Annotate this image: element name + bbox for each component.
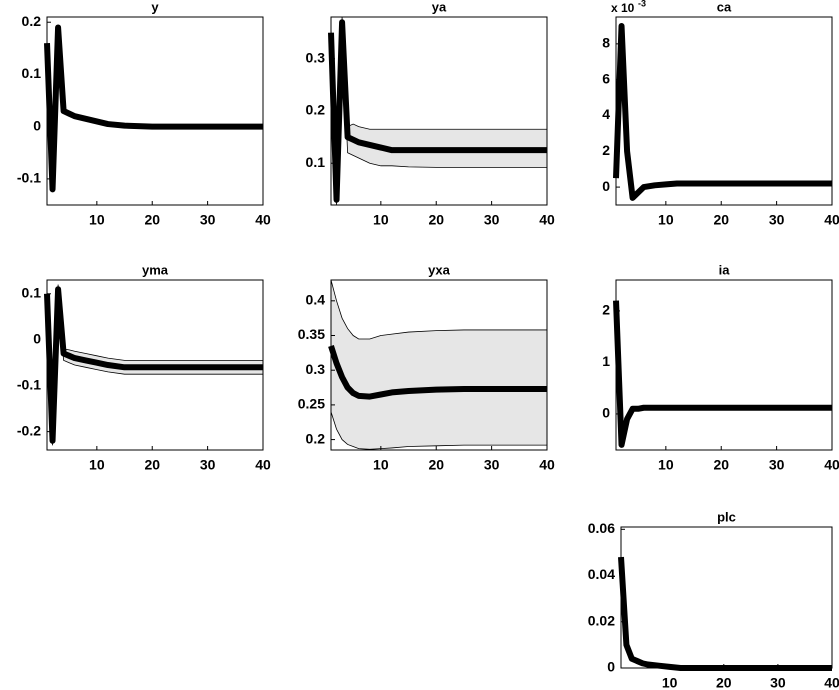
x-tick-label: 10 (658, 457, 674, 473)
plot-frame (330, 279, 548, 451)
panel-title: ya (432, 0, 447, 14)
panel: ca x 10 -3 10 20 30 40 0 2 4 6 8 (602, 0, 839, 228)
response-line (44, 24, 263, 193)
panel-title: y (151, 0, 159, 14)
y-tick-label: 0.1 (306, 154, 326, 170)
band-edge (330, 279, 547, 340)
panel: ya 10 20 30 40 0.1 0.2 0.3 (306, 0, 555, 228)
x-tick-label: 40 (255, 457, 271, 473)
x-tick-label: 40 (255, 212, 271, 228)
x-tick-label: 10 (662, 675, 678, 690)
y-tick-label: 0.04 (588, 566, 615, 582)
y-tick-label: 2 (602, 142, 610, 158)
panel-title: yma (142, 262, 169, 277)
x-tick-label: 10 (658, 212, 674, 228)
response-line (613, 22, 832, 201)
panel: y 10 20 30 40 -0.1 0 0.1 0.2 (17, 0, 271, 228)
y-tick-label: 0.4 (306, 292, 326, 308)
y-tick-label: 0.2 (22, 13, 42, 29)
response-line (613, 300, 832, 448)
response-line (618, 556, 832, 671)
axis-multiplier: x 10 (611, 1, 635, 15)
y-tick-label: 1 (602, 353, 610, 369)
response-line (44, 286, 263, 444)
confidence-band (331, 17, 547, 205)
plot-frame (46, 279, 264, 451)
x-tick-label: 30 (769, 212, 785, 228)
plot-frame (620, 526, 833, 669)
y-tick-label: 0.1 (22, 284, 42, 300)
y-tick-label: 0.35 (298, 326, 325, 342)
x-tick-label: 20 (144, 212, 160, 228)
y-tick-label: 0.3 (306, 361, 326, 377)
y-tick-label: 0 (33, 330, 41, 346)
y-tick-label: 0.2 (306, 102, 326, 118)
panel-title: ia (719, 262, 731, 277)
x-tick-label: 10 (89, 457, 105, 473)
band-edge (330, 27, 547, 206)
x-tick-label: 20 (713, 212, 729, 228)
y-tick-label: -0.1 (17, 376, 41, 392)
panel-title: plc (717, 509, 736, 524)
plot-frame (615, 279, 833, 451)
x-tick-label: 10 (373, 212, 389, 228)
x-tick-label: 20 (428, 212, 444, 228)
panel: ia 10 20 30 40 0 1 2 (602, 262, 839, 472)
x-tick-label: 40 (539, 212, 555, 228)
panel: yxa 10 20 30 40 0.2 0.25 0.3 0.35 0.4 (298, 262, 555, 472)
x-tick-label: 40 (539, 457, 555, 473)
panel: yma 10 20 30 40 -0.2 -0.1 0 0.1 (17, 262, 271, 472)
x-tick-label: 30 (484, 457, 500, 473)
y-tick-label: 0.02 (588, 612, 615, 628)
x-tick-label: 20 (713, 457, 729, 473)
confidence-band (331, 280, 547, 450)
panel-title: ca (717, 0, 732, 14)
x-tick-label: 20 (144, 457, 160, 473)
y-tick-label: 0.1 (22, 65, 42, 81)
x-tick-label: 40 (824, 675, 839, 690)
panel-title: yxa (428, 262, 450, 277)
y-tick-label: 6 (602, 70, 610, 86)
x-tick-label: 10 (89, 212, 105, 228)
response-line (328, 345, 547, 400)
y-tick-label: 8 (602, 35, 610, 51)
x-tick-label: 30 (769, 457, 785, 473)
y-tick-label: -0.1 (17, 170, 41, 186)
y-tick-label: 0.2 (306, 430, 326, 446)
y-tick-label: 2 (602, 302, 610, 318)
plot-frame (46, 16, 264, 206)
y-tick-label: -0.2 (17, 422, 41, 438)
x-tick-label: 20 (716, 675, 732, 690)
x-tick-label: 30 (200, 457, 216, 473)
x-tick-label: 30 (770, 675, 786, 690)
response-line (328, 19, 547, 203)
x-tick-label: 20 (428, 457, 444, 473)
panel: plc 10 20 30 40 0 0.02 0.04 0.06 (588, 509, 839, 690)
x-tick-label: 40 (824, 457, 839, 473)
x-tick-label: 10 (373, 457, 389, 473)
plot-frame (615, 16, 833, 206)
y-tick-label: 0.3 (306, 49, 326, 65)
y-tick-label: 0.06 (588, 520, 615, 536)
y-tick-label: 4 (602, 106, 610, 122)
x-tick-label: 30 (200, 212, 216, 228)
y-tick-label: 0.25 (298, 396, 325, 412)
y-tick-label: 0 (602, 178, 610, 194)
y-tick-label: 0 (33, 117, 41, 133)
x-tick-label: 30 (484, 212, 500, 228)
y-tick-label: 0 (602, 405, 610, 421)
axis-multiplier-exponent: -3 (638, 0, 646, 8)
x-tick-label: 40 (824, 212, 839, 228)
plot-frame (330, 16, 548, 206)
y-tick-label: 0 (607, 659, 615, 675)
